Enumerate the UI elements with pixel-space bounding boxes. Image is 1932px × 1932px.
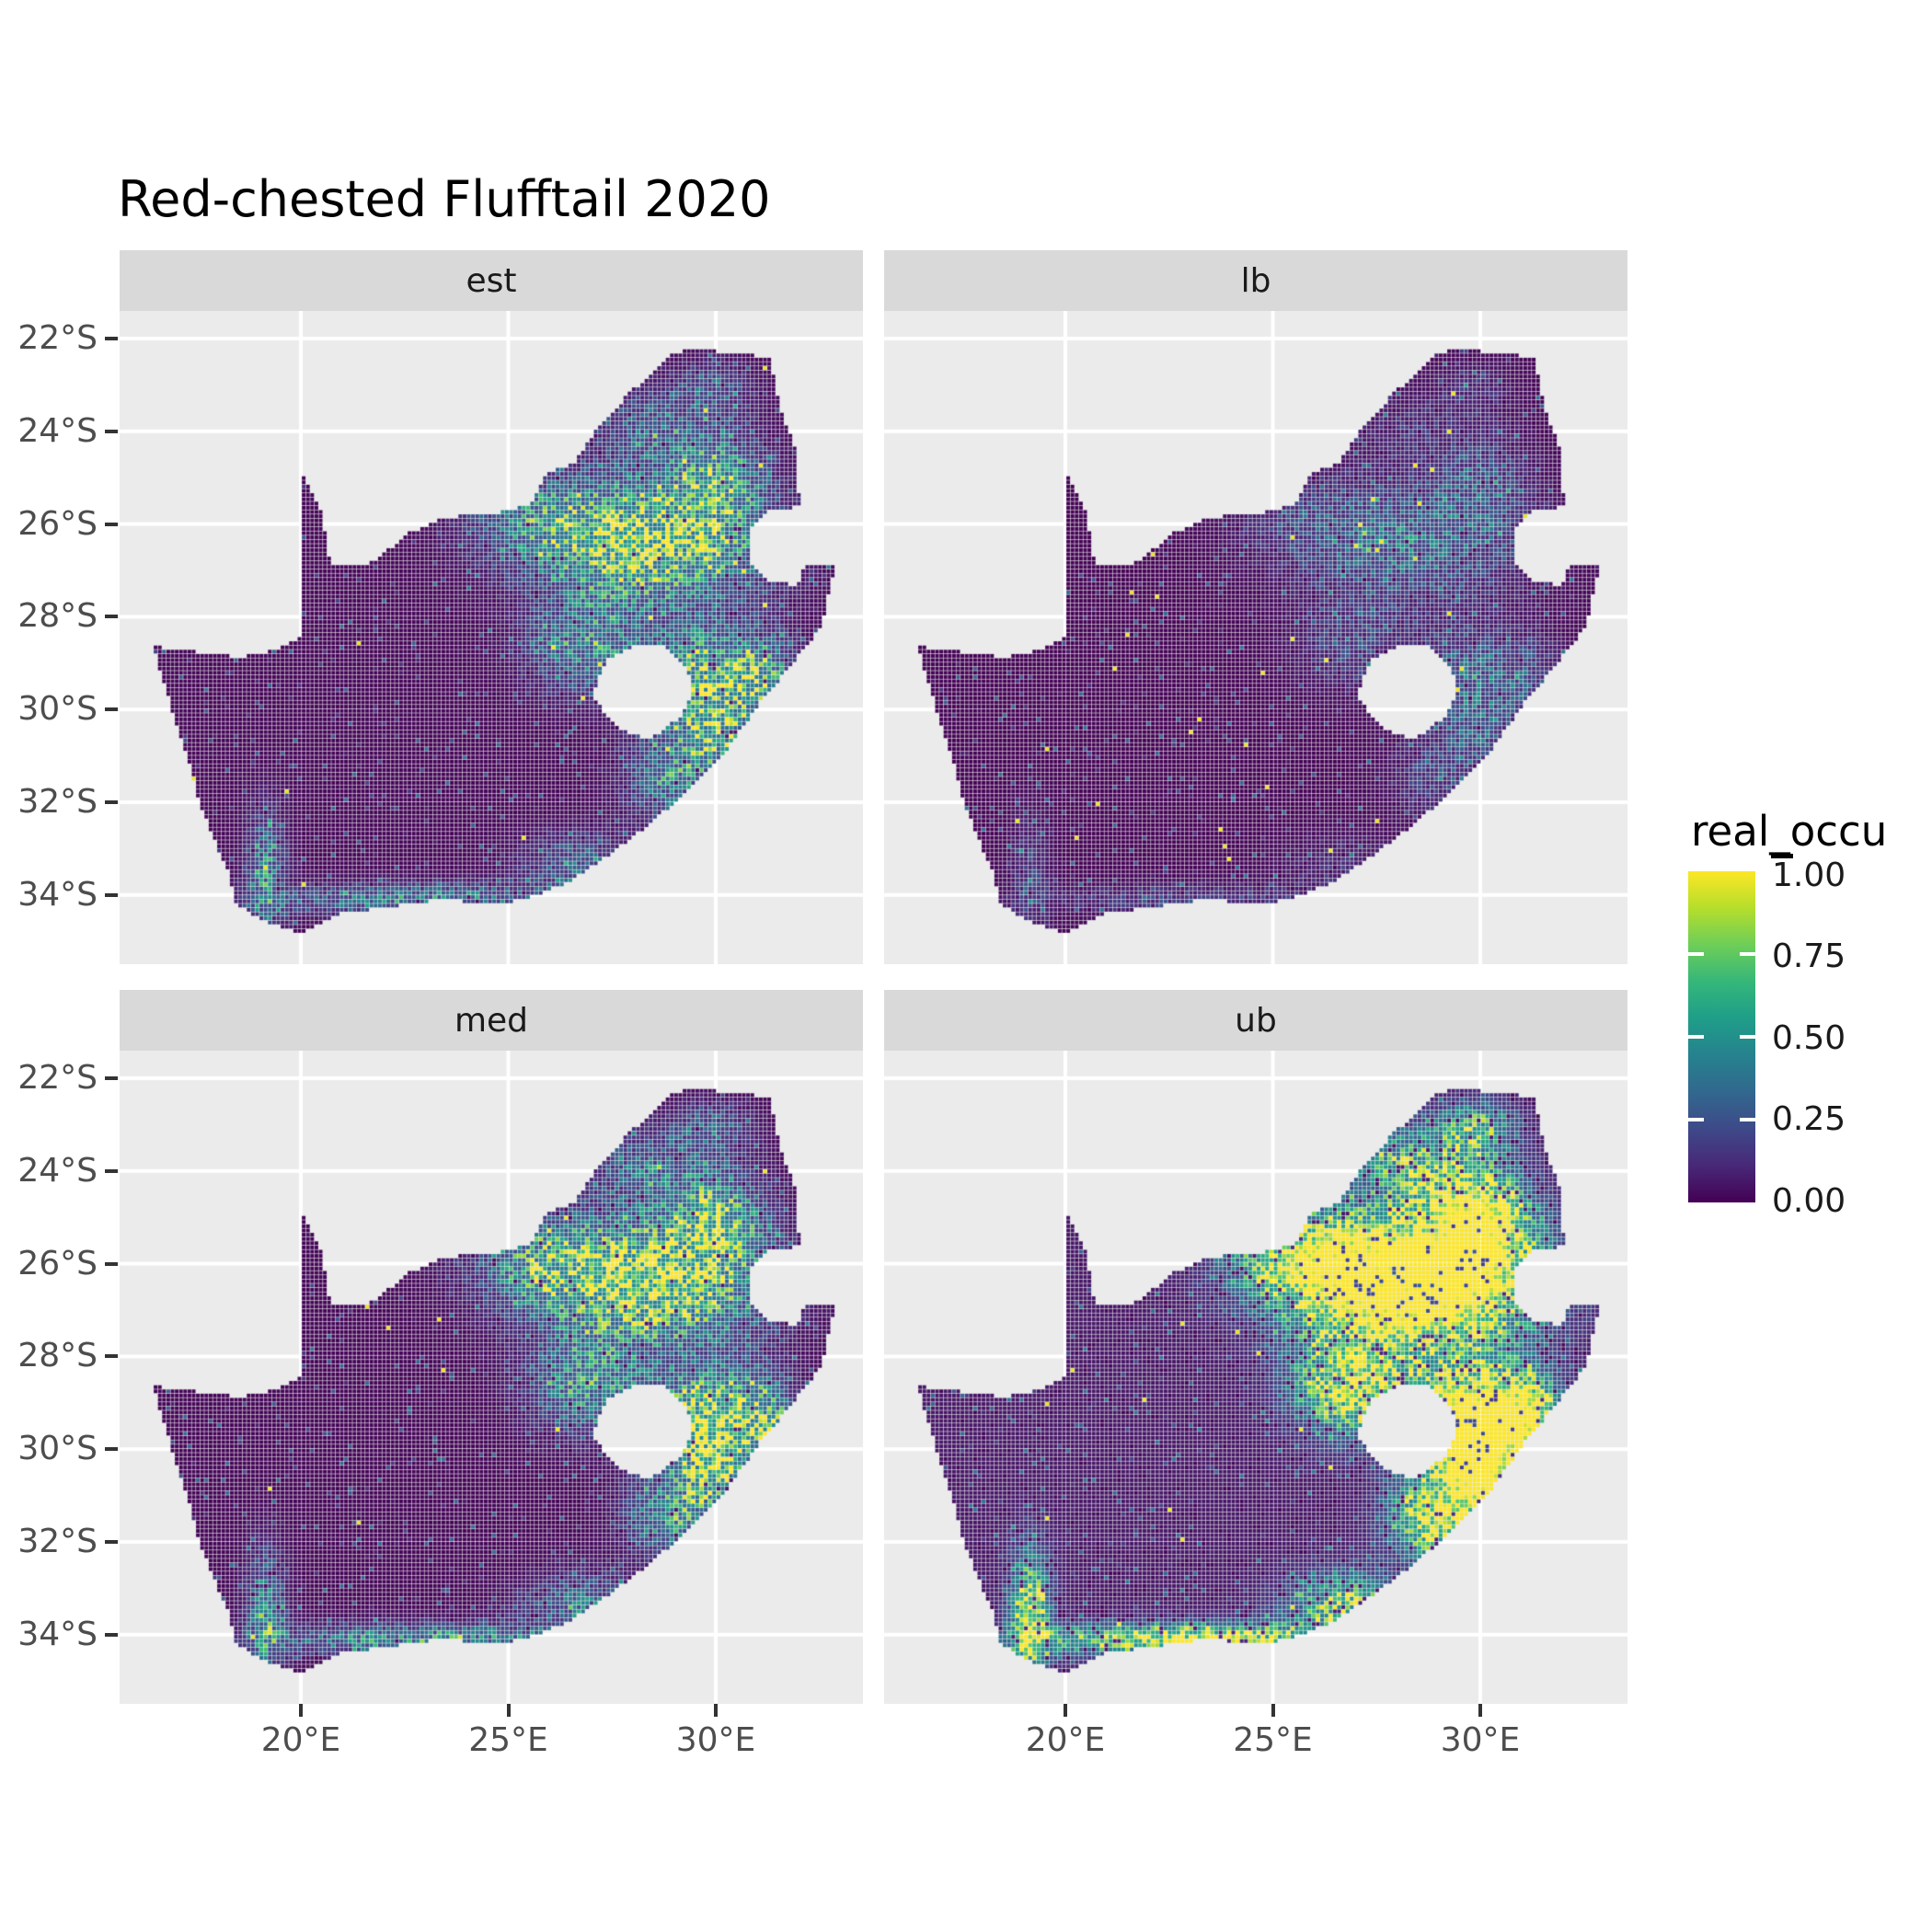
plot-title: Red-chested Flufftail 2020 — [118, 170, 771, 228]
x-tick — [1064, 1704, 1067, 1717]
y-axis-label: 22°S — [17, 319, 98, 357]
y-axis-label: 26°S — [17, 1244, 98, 1282]
y-axis-label: 34°S — [17, 1615, 98, 1653]
facet-med: med — [120, 990, 863, 1704]
x-tick — [1478, 1704, 1482, 1717]
legend-title: real_occu — [1691, 807, 1888, 856]
y-axis-label: 28°S — [17, 1337, 98, 1375]
legend-tick — [1740, 1035, 1755, 1039]
facet-strip-label: est — [466, 261, 517, 300]
y-axis-label: 26°S — [17, 504, 98, 543]
y-axis-label: 34°S — [17, 875, 98, 914]
facet-strip-label: lb — [1240, 261, 1271, 300]
y-axis-label: 32°S — [17, 783, 98, 821]
y-tick — [105, 1632, 118, 1637]
y-tick — [105, 337, 118, 340]
y-tick — [105, 1168, 118, 1173]
facet-est: est — [120, 250, 863, 964]
y-tick — [105, 429, 118, 433]
x-axis-label: 30°E — [1440, 1721, 1521, 1759]
y-tick — [105, 522, 118, 526]
y-axis-label: 22°S — [17, 1059, 98, 1097]
facet-strip-med: med — [120, 990, 863, 1051]
legend-label-0.00: 0.00 — [1772, 1182, 1846, 1220]
map-canvas-est — [120, 311, 863, 964]
legend-tick — [1740, 1118, 1755, 1121]
y-tick — [105, 1261, 118, 1266]
y-tick — [105, 892, 118, 897]
legend-label-1.00: 1.00 — [1772, 857, 1846, 894]
legend-label-0.25: 0.25 — [1772, 1100, 1846, 1138]
x-axis-label: 25°E — [1233, 1721, 1313, 1759]
x-axis-label: 30°E — [675, 1721, 756, 1759]
y-tick — [105, 615, 118, 619]
facet-lb: lb — [884, 250, 1627, 964]
y-axis-label: 30°S — [17, 690, 98, 729]
legend-top-tick — [1771, 854, 1793, 858]
legend-tick — [1740, 952, 1755, 956]
y-axis-label: 28°S — [17, 597, 98, 636]
map-canvas-ub — [884, 1051, 1627, 1704]
facet-ub: ub — [884, 990, 1627, 1704]
x-axis-label: 20°E — [260, 1721, 341, 1759]
facet-strip-label: ub — [1235, 1001, 1277, 1040]
y-tick — [105, 1076, 118, 1080]
facet-strip-est: est — [120, 250, 863, 311]
y-tick — [105, 1354, 118, 1359]
map-canvas-med — [120, 1051, 863, 1704]
legend-tick — [1688, 1035, 1704, 1039]
legend-tick — [1688, 952, 1704, 956]
y-tick — [105, 707, 118, 712]
y-tick — [105, 800, 118, 804]
legend-label-0.50: 0.50 — [1772, 1019, 1846, 1057]
legend-tick — [1688, 1118, 1704, 1121]
x-tick — [299, 1704, 303, 1717]
y-tick — [105, 1540, 118, 1544]
x-axis-label: 25°E — [468, 1721, 548, 1759]
y-axis-label: 24°S — [17, 411, 98, 450]
y-tick — [105, 1447, 118, 1452]
y-axis-label: 32°S — [17, 1523, 98, 1560]
legend-colorbar — [1688, 871, 1755, 1202]
facet-strip-label: med — [454, 1001, 529, 1040]
x-tick — [506, 1704, 511, 1717]
facet-strip-ub: ub — [884, 990, 1627, 1051]
legend-label-0.75: 0.75 — [1772, 937, 1846, 975]
x-tick — [714, 1704, 718, 1717]
map-canvas-lb — [884, 311, 1627, 964]
x-axis-label: 20°E — [1025, 1721, 1106, 1759]
y-axis-label: 24°S — [17, 1151, 98, 1190]
y-axis-label: 30°S — [17, 1430, 98, 1468]
x-tick — [1271, 1704, 1275, 1717]
facet-strip-lb: lb — [884, 250, 1627, 311]
